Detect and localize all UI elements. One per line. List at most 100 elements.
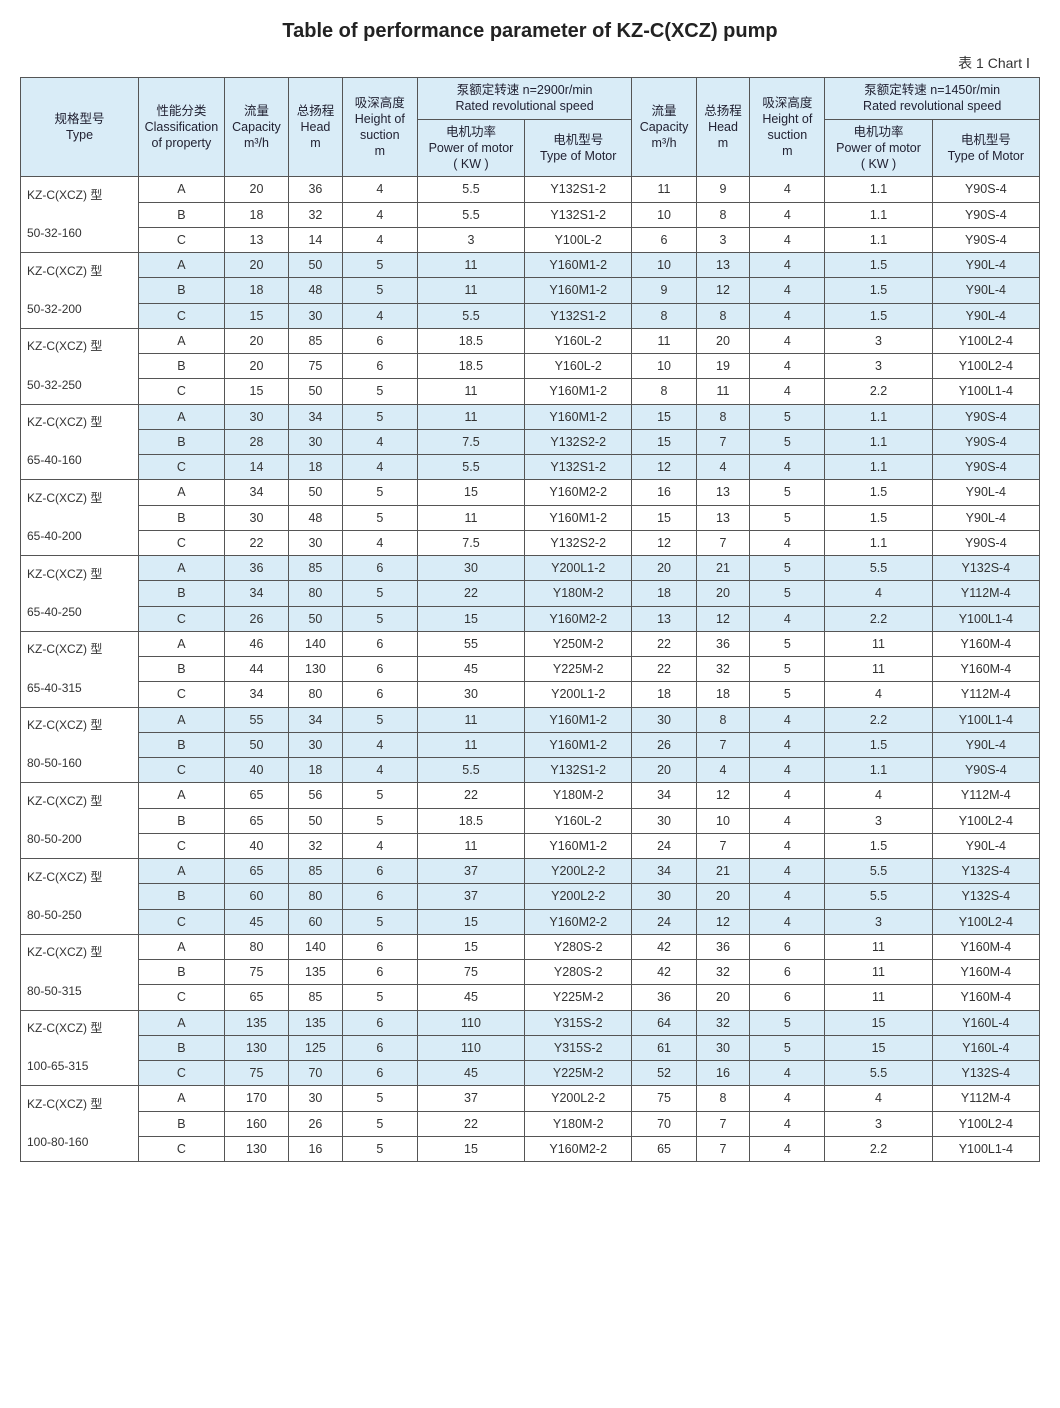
cell-m1: Y132S1-2	[525, 303, 632, 328]
table-row: KZ-C(XCZ) 型50-32-250A2085618.5Y160L-2112…	[21, 328, 1040, 353]
cell-h1: 125	[289, 1035, 343, 1060]
cell-s2: 4	[750, 859, 825, 884]
cell-s1: 4	[342, 202, 417, 227]
cell-h1: 70	[289, 1061, 343, 1086]
cell-s2: 4	[750, 328, 825, 353]
cell-m2: Y160M-4	[932, 960, 1039, 985]
cell-s2: 5	[750, 581, 825, 606]
cell-cls: B	[138, 960, 224, 985]
cell-m1: Y160L-2	[525, 354, 632, 379]
hdr-type: 规格型号Type	[21, 78, 139, 177]
cell-s2: 4	[750, 758, 825, 783]
cell-cls: B	[138, 581, 224, 606]
cell-c2: 30	[632, 884, 696, 909]
cell-c2: 20	[632, 758, 696, 783]
cell-p2: 1.1	[825, 202, 932, 227]
cell-c1: 20	[224, 177, 288, 202]
hdr-power1: 电机功率Power of motor( KW )	[417, 119, 524, 177]
cell-s1: 6	[342, 1061, 417, 1086]
hdr-cap2: 流量Capacitym³/h	[632, 78, 696, 177]
cell-h2: 20	[696, 985, 750, 1010]
cell-c2: 65	[632, 1136, 696, 1161]
cell-cls: C	[138, 909, 224, 934]
cell-p2: 2.2	[825, 707, 932, 732]
cell-p1: 75	[417, 960, 524, 985]
cell-s2: 4	[750, 909, 825, 934]
cell-h2: 13	[696, 505, 750, 530]
hdr-suc1: 吸深高度Height of suctionm	[342, 78, 417, 177]
cell-s1: 5	[342, 985, 417, 1010]
cell-h2: 36	[696, 631, 750, 656]
cell-h2: 4	[696, 455, 750, 480]
cell-s2: 5	[750, 556, 825, 581]
cell-c1: 44	[224, 657, 288, 682]
cell-c1: 80	[224, 934, 288, 959]
table-row: C401845.5Y132S1-220441.1Y90S-4	[21, 758, 1040, 783]
page-title: Table of performance parameter of KZ-C(X…	[20, 20, 1040, 43]
cell-p2: 1.1	[825, 455, 932, 480]
cell-cls: A	[138, 480, 224, 505]
cell-s1: 4	[342, 303, 417, 328]
cell-m1: Y160M2-2	[525, 1136, 632, 1161]
table-row: C4560515Y160M2-2241243Y100L2-4	[21, 909, 1040, 934]
cell-c2: 13	[632, 606, 696, 631]
cell-cls: C	[138, 227, 224, 252]
cell-m2: Y90L-4	[932, 732, 1039, 757]
cell-s2: 4	[750, 303, 825, 328]
cell-m2: Y112M-4	[932, 682, 1039, 707]
cell-s2: 5	[750, 1010, 825, 1035]
cell-cls: C	[138, 682, 224, 707]
cell-p1: 110	[417, 1010, 524, 1035]
cell-m1: Y315S-2	[525, 1035, 632, 1060]
table-row: C7570645Y225M-2521645.5Y132S-4	[21, 1061, 1040, 1086]
cell-s1: 6	[342, 682, 417, 707]
cell-m1: Y225M-2	[525, 1061, 632, 1086]
cell-p1: 11	[417, 707, 524, 732]
cell-c1: 20	[224, 354, 288, 379]
cell-p2: 1.1	[825, 429, 932, 454]
table-row: KZ-C(XCZ) 型65-40-315A46140655Y250M-22236…	[21, 631, 1040, 656]
cell-h2: 12	[696, 783, 750, 808]
cell-m1: Y280S-2	[525, 960, 632, 985]
cell-h2: 16	[696, 1061, 750, 1086]
cell-c1: 26	[224, 606, 288, 631]
cell-s1: 5	[342, 278, 417, 303]
cell-cls: B	[138, 429, 224, 454]
cell-s2: 4	[750, 1111, 825, 1136]
cell-h2: 13	[696, 480, 750, 505]
cell-m2: Y132S-4	[932, 556, 1039, 581]
cell-c2: 24	[632, 833, 696, 858]
cell-h1: 36	[289, 177, 343, 202]
cell-cls: C	[138, 1061, 224, 1086]
cell-s2: 5	[750, 505, 825, 530]
cell-h1: 26	[289, 1111, 343, 1136]
cell-m1: Y180M-2	[525, 581, 632, 606]
cell-s2: 4	[750, 783, 825, 808]
cell-h1: 85	[289, 328, 343, 353]
cell-p2: 1.1	[825, 177, 932, 202]
cell-c2: 24	[632, 909, 696, 934]
cell-s1: 4	[342, 429, 417, 454]
cell-c2: 42	[632, 934, 696, 959]
cell-c2: 10	[632, 253, 696, 278]
cell-h1: 75	[289, 354, 343, 379]
cell-s1: 5	[342, 783, 417, 808]
cell-h1: 80	[289, 581, 343, 606]
cell-cls: C	[138, 530, 224, 555]
cell-p1: 30	[417, 556, 524, 581]
cell-p2: 2.2	[825, 379, 932, 404]
cell-cls: A	[138, 1086, 224, 1111]
cell-s2: 6	[750, 934, 825, 959]
cell-h2: 18	[696, 682, 750, 707]
cell-s1: 6	[342, 328, 417, 353]
cell-p1: 18.5	[417, 328, 524, 353]
cell-h1: 50	[289, 379, 343, 404]
type-cell: KZ-C(XCZ) 型50-32-200	[21, 253, 139, 329]
table-row: B44130645Y225M-22232511Y160M-4	[21, 657, 1040, 682]
table-row: KZ-C(XCZ) 型80-50-250A6585637Y200L2-23421…	[21, 859, 1040, 884]
cell-s2: 5	[750, 682, 825, 707]
cell-cls: C	[138, 606, 224, 631]
type-cell: KZ-C(XCZ) 型65-40-315	[21, 631, 139, 707]
table-row: KZ-C(XCZ) 型50-32-160A203645.5Y132S1-2119…	[21, 177, 1040, 202]
cell-p2: 5.5	[825, 1061, 932, 1086]
